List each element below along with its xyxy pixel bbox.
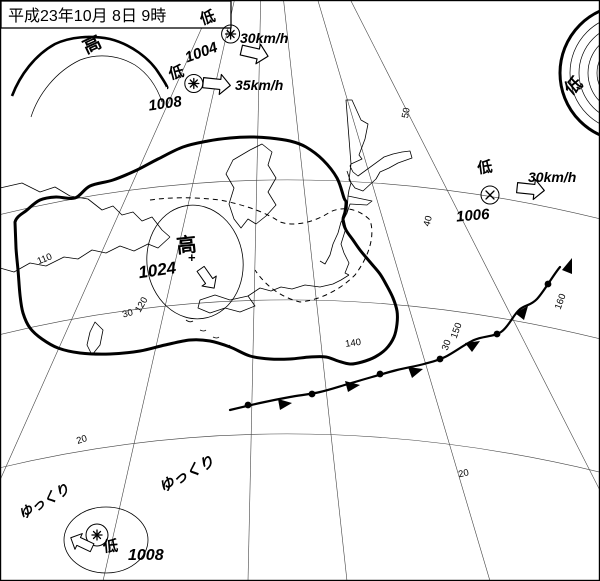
svg-text:110: 110 <box>36 251 54 267</box>
svg-text:150: 150 <box>449 321 465 340</box>
svg-text:20: 20 <box>75 433 88 447</box>
svg-text:20: 20 <box>457 467 470 480</box>
svg-text:低: 低 <box>166 62 186 84</box>
svg-text:1004: 1004 <box>183 39 221 67</box>
svg-text:30: 30 <box>440 338 454 352</box>
svg-text:1006: 1006 <box>455 206 490 226</box>
svg-text:140: 140 <box>345 337 362 350</box>
svg-text:1024: 1024 <box>137 258 178 282</box>
svg-text:+: + <box>188 250 196 265</box>
svg-text:低: 低 <box>475 157 493 177</box>
svg-text:1008: 1008 <box>128 547 164 564</box>
svg-text:1008: 1008 <box>147 93 183 115</box>
svg-text:35km/h: 35km/h <box>235 77 283 93</box>
svg-text:平成23年10月 8日 9時: 平成23年10月 8日 9時 <box>8 7 166 25</box>
svg-text:ゆっくり: ゆっくり <box>156 453 217 496</box>
svg-text:120: 120 <box>133 295 150 314</box>
svg-text:高: 高 <box>79 31 104 58</box>
svg-text:30km/h: 30km/h <box>240 30 288 46</box>
svg-text:160: 160 <box>553 292 569 311</box>
svg-text:ゆっくり: ゆっくり <box>16 481 72 523</box>
svg-text:40: 40 <box>422 215 435 228</box>
svg-text:低: 低 <box>101 537 119 556</box>
svg-text:50: 50 <box>400 107 413 119</box>
